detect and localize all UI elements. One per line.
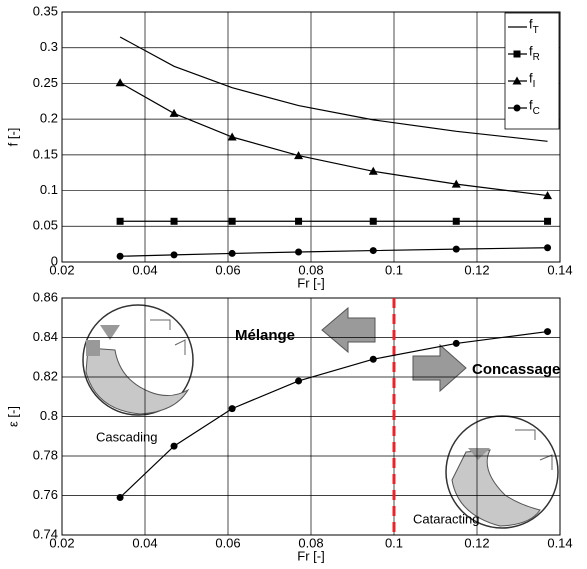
- y-tick-label: 0: [51, 253, 58, 268]
- plot-frame: [61, 297, 561, 536]
- marker: [452, 217, 460, 225]
- x-tick-label: 0.06: [215, 535, 240, 550]
- marker: [368, 166, 378, 175]
- marker: [169, 108, 179, 117]
- marker: [295, 217, 303, 225]
- x-tick-label: 0.12: [464, 535, 489, 550]
- annotation: Cascading: [96, 429, 157, 444]
- marker: [227, 132, 237, 141]
- y-tick-label: 0.15: [33, 146, 58, 161]
- marker: [116, 217, 124, 225]
- marker: [228, 249, 236, 257]
- marker: [452, 339, 460, 347]
- marker: [294, 151, 304, 160]
- x-tick-label: 0.08: [298, 262, 323, 277]
- y-tick-label: 0.74: [33, 526, 58, 541]
- series-line: [119, 36, 548, 142]
- y-tick-label: 0.05: [33, 218, 58, 233]
- annotation: Mélange: [235, 327, 295, 344]
- x-tick-label: 0.1: [385, 262, 403, 277]
- marker: [544, 217, 552, 225]
- legend-label: fC: [529, 97, 540, 117]
- marker: [543, 191, 553, 200]
- marker: [228, 217, 236, 225]
- marker: [116, 252, 124, 260]
- x-tick-label: 0.1: [385, 535, 403, 550]
- y-tick-label: 0.76: [33, 487, 58, 502]
- marker: [115, 78, 125, 87]
- plot-frame: [61, 11, 561, 263]
- x-axis-label: Fr [-]: [297, 548, 324, 563]
- marker: [369, 247, 377, 255]
- y-tick-label: 0.78: [33, 447, 58, 462]
- x-tick-label: 0.02: [49, 262, 74, 277]
- marker: [295, 248, 303, 256]
- marker: [228, 405, 236, 413]
- marker: [451, 179, 461, 188]
- y-tick-label: 0.8: [40, 408, 58, 423]
- y-axis-label: f [-]: [5, 128, 20, 147]
- y-tick-label: 0.1: [40, 182, 58, 197]
- y-tick-label: 0.35: [33, 3, 58, 18]
- series-line: [119, 82, 548, 197]
- marker: [544, 244, 552, 252]
- marker: [116, 493, 124, 501]
- series-line: [120, 247, 548, 257]
- marker: [170, 251, 178, 259]
- x-tick-label: 0.02: [49, 535, 74, 550]
- x-tick-label: 0.04: [132, 262, 157, 277]
- drum-cataracting: [445, 415, 559, 529]
- marker: [369, 355, 377, 363]
- drum-cascading: [82, 304, 194, 416]
- marker: [369, 217, 377, 225]
- legend-label: fT: [529, 16, 539, 36]
- y-tick-label: 0.2: [40, 111, 58, 126]
- x-tick-label: 0.14: [547, 535, 572, 550]
- arrow-left: [321, 306, 376, 354]
- legend-label: fR: [529, 43, 540, 63]
- x-tick-label: 0.12: [464, 262, 489, 277]
- legend-marker: [513, 50, 521, 58]
- x-tick-label: 0.14: [547, 262, 572, 277]
- arrow-right: [412, 343, 467, 393]
- marker: [452, 245, 460, 253]
- y-axis-label: ε [-]: [5, 406, 20, 427]
- legend-marker: [513, 104, 521, 112]
- x-tick-label: 0.04: [132, 535, 157, 550]
- y-tick-label: 0.86: [33, 289, 58, 304]
- marker: [170, 217, 178, 225]
- marker: [170, 442, 178, 450]
- y-tick-label: 0.84: [33, 329, 58, 344]
- y-tick-label: 0.82: [33, 368, 58, 383]
- legend-label: fI: [529, 70, 535, 90]
- y-tick-label: 0.25: [33, 75, 58, 90]
- x-axis-label: Fr [-]: [297, 275, 324, 290]
- marker: [295, 377, 303, 385]
- y-tick-label: 0.3: [40, 39, 58, 54]
- legend-marker: [512, 76, 522, 85]
- x-tick-label: 0.08: [298, 535, 323, 550]
- marker: [544, 328, 552, 336]
- annotation: Concassage: [472, 361, 560, 378]
- x-tick-label: 0.06: [215, 262, 240, 277]
- annotation: Cataracting: [413, 511, 479, 526]
